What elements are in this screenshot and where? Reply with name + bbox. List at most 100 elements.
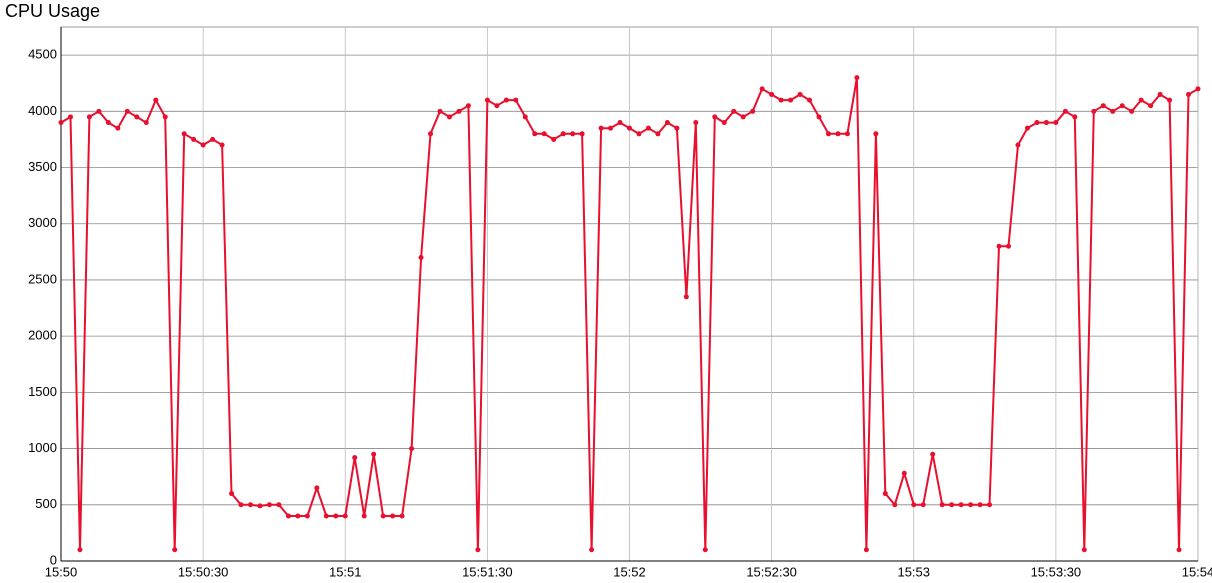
data-point bbox=[1129, 108, 1135, 114]
y-tick-label: 4000 bbox=[28, 103, 57, 118]
data-point bbox=[105, 120, 111, 126]
data-point bbox=[750, 108, 756, 114]
data-point bbox=[1186, 91, 1192, 97]
data-point bbox=[1100, 103, 1106, 109]
data-point bbox=[560, 131, 566, 137]
data-point bbox=[1081, 547, 1087, 553]
data-point bbox=[1024, 125, 1030, 131]
data-point bbox=[304, 513, 310, 519]
data-point bbox=[380, 513, 386, 519]
data-point bbox=[1091, 108, 1097, 114]
data-point bbox=[863, 547, 869, 553]
data-point bbox=[1119, 103, 1125, 109]
data-point bbox=[323, 513, 329, 519]
data-point bbox=[1176, 547, 1182, 553]
data-point bbox=[266, 502, 272, 508]
data-point bbox=[181, 131, 187, 137]
data-point bbox=[778, 97, 784, 103]
data-point bbox=[674, 125, 680, 131]
data-point bbox=[655, 131, 661, 137]
data-point bbox=[494, 103, 500, 109]
data-point bbox=[1110, 108, 1116, 114]
data-point bbox=[996, 243, 1002, 249]
data-point bbox=[939, 502, 945, 508]
data-point bbox=[124, 108, 130, 114]
data-point bbox=[390, 513, 396, 519]
data-point bbox=[835, 131, 841, 137]
data-point bbox=[229, 491, 235, 497]
data-point bbox=[873, 131, 879, 137]
data-point bbox=[276, 502, 282, 508]
data-point bbox=[333, 513, 339, 519]
y-tick-label: 4500 bbox=[28, 47, 57, 62]
y-tick-label: 2000 bbox=[28, 328, 57, 343]
data-point bbox=[219, 142, 225, 148]
data-point bbox=[930, 451, 936, 457]
data-point bbox=[807, 97, 813, 103]
data-point bbox=[882, 491, 888, 497]
data-point bbox=[958, 502, 964, 508]
y-tick-label: 0 bbox=[50, 552, 57, 567]
data-point bbox=[361, 513, 367, 519]
data-point bbox=[134, 114, 140, 120]
data-point bbox=[248, 502, 253, 508]
data-point bbox=[58, 120, 64, 126]
data-point bbox=[143, 120, 149, 126]
data-point bbox=[892, 502, 898, 508]
data-point bbox=[446, 114, 452, 120]
data-point bbox=[503, 97, 509, 103]
data-point bbox=[1148, 103, 1154, 109]
data-point bbox=[191, 136, 197, 142]
x-tick-label: 15:53:30 bbox=[1031, 564, 1082, 579]
data-point bbox=[901, 470, 907, 476]
data-point bbox=[968, 502, 974, 508]
data-point bbox=[371, 451, 377, 457]
data-point bbox=[627, 125, 632, 131]
x-tick-label: 15:51:30 bbox=[462, 564, 513, 579]
data-point bbox=[475, 547, 481, 553]
data-point bbox=[257, 503, 263, 509]
data-point bbox=[409, 446, 415, 452]
data-point bbox=[693, 120, 699, 126]
data-point bbox=[342, 513, 348, 519]
data-point bbox=[465, 103, 471, 109]
x-tick-label: 15:52 bbox=[613, 564, 646, 579]
data-point bbox=[418, 254, 424, 260]
data-point bbox=[1043, 120, 1049, 126]
data-point bbox=[740, 114, 746, 120]
x-tick-label: 15:51 bbox=[329, 564, 362, 579]
data-point bbox=[636, 131, 642, 137]
data-point bbox=[579, 131, 585, 137]
data-point bbox=[115, 125, 121, 131]
data-point bbox=[1195, 86, 1201, 92]
data-point bbox=[987, 502, 993, 508]
data-point bbox=[1006, 243, 1011, 249]
data-point bbox=[437, 108, 443, 114]
data-point bbox=[977, 502, 983, 508]
data-point bbox=[513, 97, 519, 103]
data-point bbox=[314, 485, 320, 491]
data-point bbox=[162, 114, 168, 120]
data-point bbox=[456, 108, 462, 114]
data-point bbox=[522, 114, 528, 120]
data-point bbox=[854, 75, 860, 81]
data-point bbox=[1015, 142, 1021, 148]
data-point bbox=[153, 97, 159, 103]
x-tick-label: 15:50:30 bbox=[178, 564, 229, 579]
data-point bbox=[664, 120, 670, 126]
data-point bbox=[683, 294, 689, 300]
data-point bbox=[617, 120, 623, 126]
x-tick-label: 15:50 bbox=[45, 564, 78, 579]
y-tick-label: 1500 bbox=[28, 384, 57, 399]
data-point bbox=[911, 502, 917, 508]
data-point bbox=[712, 114, 718, 120]
data-point bbox=[352, 455, 358, 461]
y-tick-label: 2500 bbox=[28, 271, 57, 286]
data-point bbox=[484, 97, 490, 103]
data-point bbox=[1167, 97, 1173, 103]
y-tick-label: 1000 bbox=[28, 440, 57, 455]
data-point bbox=[598, 125, 604, 131]
data-point bbox=[825, 131, 831, 137]
x-tick-label: 15:52:30 bbox=[746, 564, 797, 579]
data-point bbox=[949, 502, 955, 508]
